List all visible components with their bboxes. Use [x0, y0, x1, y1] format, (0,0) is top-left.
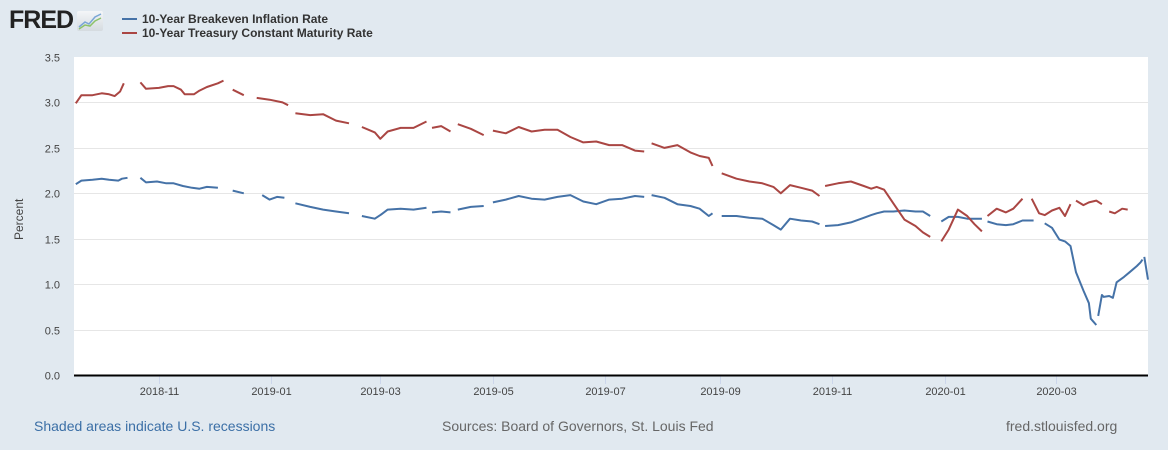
chart-line-icon	[77, 10, 104, 31]
breakeven-inflation-line	[492, 194, 645, 206]
y-tick-label: 3.0	[45, 98, 60, 110]
treasury-rate-line	[492, 126, 645, 153]
x-tick-label: 2020-01	[925, 386, 965, 398]
chart-legend: 10-Year Breakeven Inflation Rate 10-Year…	[122, 12, 373, 40]
legend-label: 10-Year Breakeven Inflation Rate	[142, 12, 329, 26]
x-tick-label: 2018-11	[140, 386, 180, 398]
legend-item-treasury[interactable]: 10-Year Treasury Constant Maturity Rate	[122, 26, 373, 40]
breakeven-inflation-line	[261, 194, 285, 201]
gridlines	[74, 102, 1148, 331]
sources-text: Sources: Board of Governors, St. Louis F…	[442, 418, 714, 434]
fred-logo[interactable]: FRED	[9, 6, 104, 34]
x-tick-label: 2019-07	[585, 386, 625, 398]
legend-item-breakeven[interactable]: 10-Year Breakeven Inflation Rate	[122, 12, 373, 26]
x-tick-label: 2019-11	[813, 386, 853, 398]
x-axis-ticks: 2018-11 2019-01 2019-03 2019-05 2019-07 2019-…	[140, 376, 1077, 398]
treasury-rate-line	[986, 198, 1024, 217]
treasury-rate-line	[457, 123, 485, 136]
recession-note-link[interactable]: Shaded areas indicate U.S. recessions	[34, 418, 276, 434]
breakeven-inflation-line	[1143, 256, 1149, 280]
legend-swatch-breakeven	[122, 18, 137, 20]
treasury-rate-line	[1075, 199, 1103, 207]
treasury-rate-line	[721, 172, 821, 197]
breakeven-inflation-line	[431, 210, 451, 214]
breakeven-inflation-line	[295, 202, 350, 215]
series-lines	[74, 79, 1149, 326]
treasury-rate-line	[1108, 207, 1128, 215]
treasury-rate-line	[74, 82, 125, 104]
x-tick-label: 2019-09	[700, 386, 740, 398]
y-axis-label: Percent	[12, 198, 26, 240]
treasury-rate-line	[232, 88, 245, 97]
y-tick-label: 0.5	[45, 326, 60, 338]
treasury-rate-line	[824, 180, 931, 238]
treasury-rate-line	[940, 208, 983, 242]
breakeven-inflation-line	[361, 206, 427, 220]
x-tick-label: 2019-05	[473, 386, 513, 398]
y-tick-label: 0.0	[45, 371, 60, 383]
site-link[interactable]: fred.stlouisfed.org	[1006, 418, 1118, 434]
treasury-rate-line	[651, 142, 714, 167]
treasury-rate-line	[361, 120, 427, 140]
breakeven-inflation-line	[1097, 259, 1144, 317]
y-tick-label: 3.5	[45, 53, 60, 65]
treasury-rate-line	[431, 125, 452, 133]
y-tick-label: 1.0	[45, 280, 60, 292]
breakeven-inflation-line	[940, 215, 982, 223]
legend-swatch-treasury	[122, 32, 137, 34]
y-axis-ticks: 0.0 0.5 1.0 1.5 2.0 2.5 3.0 3.5	[45, 53, 60, 383]
y-tick-label: 1.5	[45, 235, 60, 247]
breakeven-inflation-line	[1044, 222, 1098, 326]
breakeven-inflation-line	[825, 209, 931, 227]
treasury-rate-line	[1030, 198, 1072, 217]
logo-text: FRED	[9, 6, 74, 34]
x-tick-label: 2019-03	[360, 386, 400, 398]
y-tick-label: 2.5	[45, 144, 60, 156]
plot-area	[74, 57, 1148, 375]
breakeven-inflation-line	[987, 219, 1034, 227]
x-tick-label: 2019-01	[251, 386, 291, 398]
legend-label: 10-Year Treasury Constant Maturity Rate	[142, 26, 373, 40]
breakeven-inflation-line	[457, 205, 484, 211]
breakeven-inflation-line	[721, 215, 820, 231]
y-tick-label: 2.0	[45, 189, 60, 201]
treasury-rate-line	[256, 96, 289, 107]
breakeven-inflation-line	[232, 189, 245, 195]
breakeven-inflation-line	[651, 194, 714, 217]
x-tick-label: 2020-03	[1036, 386, 1076, 398]
treasury-rate-line	[139, 79, 224, 96]
treasury-rate-line	[295, 112, 350, 125]
breakeven-inflation-line	[75, 176, 128, 186]
breakeven-inflation-line	[139, 177, 218, 190]
